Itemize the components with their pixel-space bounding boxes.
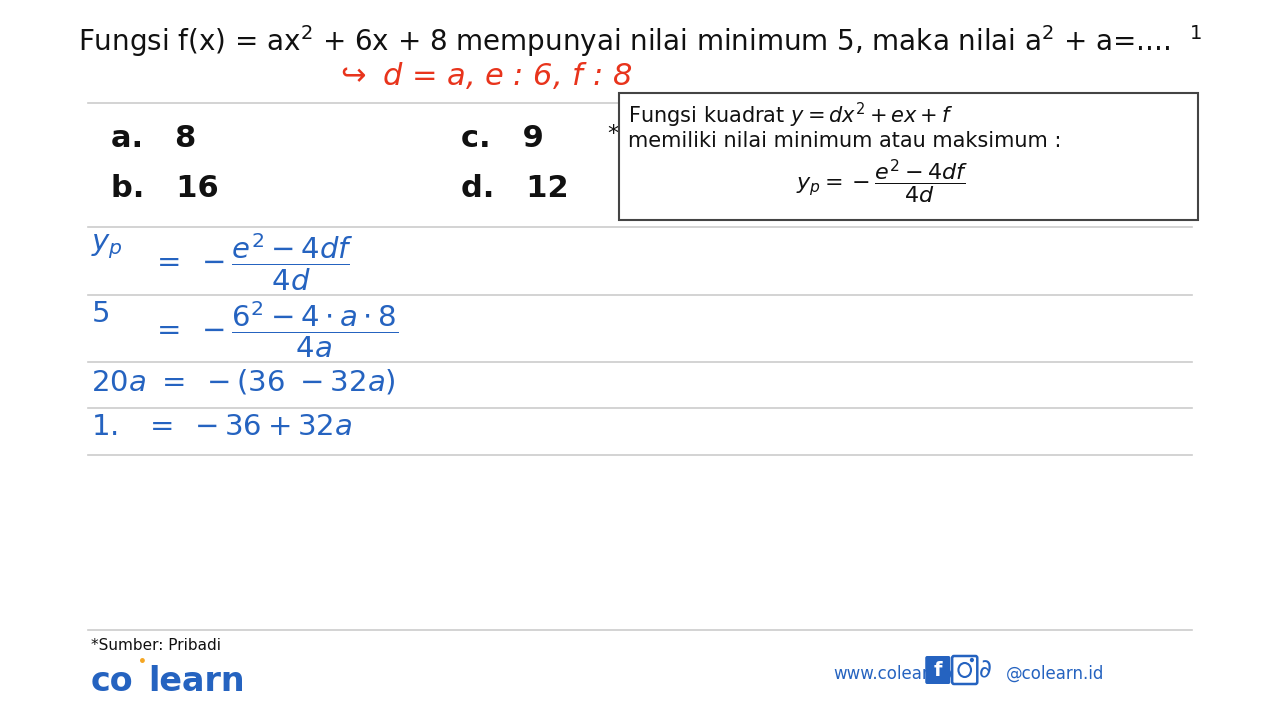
- Text: a.   8: a. 8: [111, 124, 196, 153]
- Text: c.   9: c. 9: [461, 124, 544, 153]
- Circle shape: [970, 659, 973, 662]
- FancyBboxPatch shape: [952, 656, 977, 684]
- FancyBboxPatch shape: [620, 93, 1198, 220]
- FancyBboxPatch shape: [925, 656, 950, 684]
- Text: $5$: $5$: [91, 300, 109, 328]
- Text: *: *: [608, 124, 620, 144]
- Text: Fungsi kuadrat $y = dx^2 + ex + f$: Fungsi kuadrat $y = dx^2 + ex + f$: [628, 101, 954, 130]
- Text: co: co: [91, 665, 133, 698]
- Text: $\partial$: $\partial$: [978, 658, 992, 682]
- Text: $= \ -\dfrac{e^2 - 4df}{4d}$: $= \ -\dfrac{e^2 - 4df}{4d}$: [151, 232, 353, 293]
- Text: b.   16: b. 16: [111, 174, 219, 203]
- Text: $20a \ = \ -(36 \ - 32a)$: $20a \ = \ -(36 \ - 32a)$: [91, 367, 396, 396]
- Text: f: f: [933, 660, 942, 680]
- Text: •: •: [138, 655, 146, 669]
- Text: d.   12: d. 12: [461, 174, 568, 203]
- Text: *Sumber: Pribadi: *Sumber: Pribadi: [91, 638, 221, 653]
- Text: memiliki nilai minimum atau maksimum :: memiliki nilai minimum atau maksimum :: [628, 131, 1061, 151]
- Text: $\hookrightarrow$ $d$ = $a$, $e$ : 6, $f$ : 8: $\hookrightarrow$ $d$ = $a$, $e$ : 6, $f…: [335, 60, 632, 91]
- Text: learn: learn: [148, 665, 244, 698]
- Text: $= \ -\dfrac{6^2 - 4 \cdot a \cdot 8}{4a}$: $= \ -\dfrac{6^2 - 4 \cdot a \cdot 8}{4a…: [151, 300, 398, 360]
- Text: $1. \ \ = \ -36 + 32a$: $1. \ \ = \ -36 + 32a$: [91, 413, 352, 441]
- Text: www.colearn.id: www.colearn.id: [833, 665, 959, 683]
- Text: @colearn.id: @colearn.id: [1006, 665, 1105, 683]
- Text: $y_p = -\dfrac{e^2-4df}{4d}$: $y_p = -\dfrac{e^2-4df}{4d}$: [796, 158, 968, 206]
- Text: $y_p$: $y_p$: [91, 232, 123, 261]
- Text: Fungsi f(x) = ax$^2$ + 6x + 8 mempunyai nilai minimum 5, maka nilai a$^2$ + a=..: Fungsi f(x) = ax$^2$ + 6x + 8 mempunyai …: [78, 23, 1202, 59]
